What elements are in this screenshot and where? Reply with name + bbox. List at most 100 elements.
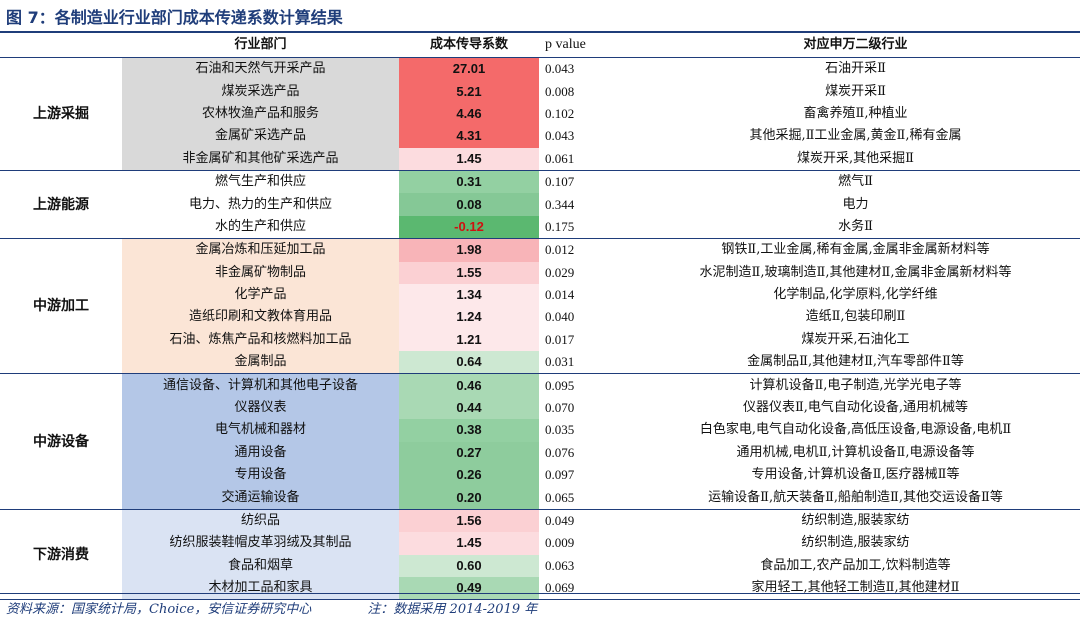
coef-cell: 1.24	[399, 306, 539, 329]
sector-cell: 金属制品	[122, 351, 399, 375]
pvalue-cell: 0.070	[545, 400, 575, 416]
sector-cell: 木材加工品和家具	[122, 576, 399, 601]
pvalue-cell: 0.043	[545, 128, 575, 144]
coef-cell: 4.31	[399, 125, 539, 148]
coef-cell: 27.01	[399, 57, 539, 81]
coef-cell: 0.60	[399, 554, 539, 577]
coef-cell: 1.55	[399, 261, 539, 284]
pvalue-cell: 0.012	[545, 242, 575, 258]
mapping-cell: 煤炭开采,石油化工	[801, 331, 910, 347]
pvalue-cell: 0.049	[545, 513, 575, 528]
figure-title: 图 7：各制造业行业部门成本传递系数计算结果	[6, 8, 343, 27]
table-row: 金属矿采选产品 4.31 0.043 其他采掘,Ⅱ工业金属,黄金Ⅱ,稀有金属	[0, 125, 1080, 148]
mapping-cell: 金属制品Ⅱ,其他建材Ⅱ,汽车零部件Ⅱ等	[631, 351, 1080, 375]
mapping-header: 对应申万二级行业	[631, 33, 1080, 58]
coef-header: 成本传导系数	[399, 33, 539, 58]
table-row: 农林牧渔产品和服务 4.46 0.102 畜禽养殖Ⅱ,种植业	[0, 102, 1080, 126]
source-note: 资料来源：国家统计局，Choice，安信证券研究中心	[6, 602, 312, 617]
sector-cell: 水的生产和供应	[122, 215, 399, 240]
sector-cell: 通信设备、计算机和其他电子设备	[122, 373, 399, 397]
sector-cell: 专用设备	[122, 464, 399, 487]
group-label: 上游采掘	[0, 57, 122, 171]
table-row: 交通运输设备 0.20 0.065 运输设备Ⅱ,航天装备Ⅱ,船舶制造Ⅱ,其他交运设备Ⅱ…	[0, 486, 1080, 510]
table-row: 专用设备 0.26 0.097 专用设备,计算机设备Ⅱ,医疗器械Ⅱ等	[0, 464, 1080, 487]
pvalue-cell: 0.040	[545, 309, 575, 325]
pvalue-cell: 0.043	[545, 61, 575, 77]
pvalue-cell: 0.009	[545, 535, 575, 551]
sector-cell: 农林牧渔产品和服务	[122, 102, 399, 126]
mapping-cell: 化学制品,化学原料,化学纤维	[773, 287, 938, 303]
mapping-cell: 电力	[842, 196, 869, 212]
coef-cell: 0.49	[399, 576, 539, 601]
mapping-cell: 钢铁Ⅱ,工业金属,稀有金属,金属非金属新材料等	[721, 242, 990, 258]
table-row: 木材加工品和家具 0.49 0.069 家用轻工,其他轻工制造Ⅱ,其他建材Ⅱ	[0, 576, 1080, 601]
mapping-cell: 水务Ⅱ	[631, 215, 1080, 240]
table-row: 电力、热力的生产和供应 0.08 0.344 电力	[0, 193, 1080, 216]
sector-cell: 纺织服装鞋帽皮革羽绒及其制品	[122, 532, 399, 555]
footer: 资料来源：国家统计局，Choice，安信证券研究中心 注：数据采用 2014-2…	[6, 598, 537, 617]
coef-cell: 1.56	[399, 509, 539, 533]
sector-cell: 造纸印刷和文教体育用品	[122, 306, 399, 329]
table-row: 上游采掘 石油和天然气开采产品 27.01 0.043 石油开采Ⅱ	[0, 57, 1080, 171]
sector-cell: 金属冶炼和压延加工品	[122, 238, 399, 262]
coef-cell: 0.20	[399, 486, 539, 510]
coef-cell: 5.21	[399, 80, 539, 103]
sector-cell: 通用设备	[122, 441, 399, 465]
pvalue-cell: 0.102	[545, 105, 575, 121]
mapping-cell: 石油开采Ⅱ	[825, 61, 886, 77]
coef-cell: 1.34	[399, 283, 539, 307]
sector-header: 行业部门	[122, 33, 399, 58]
pvalue-cell: 0.035	[545, 422, 575, 438]
sector-cell: 仪器仪表	[122, 396, 399, 420]
coef-cell: 0.38	[399, 419, 539, 442]
data-note: 注：数据采用 2014-2019 年	[367, 602, 538, 617]
sector-cell: 交通运输设备	[122, 486, 399, 510]
sector-cell: 非金属矿和其他矿采选产品	[122, 147, 399, 171]
sector-cell: 金属矿采选产品	[122, 125, 399, 148]
group-label: 上游能源	[0, 170, 122, 240]
pvalue-cell: 0.014	[545, 287, 575, 303]
table-row: 煤炭采选产品 5.21 0.008 煤炭开采Ⅱ	[0, 80, 1080, 103]
table-header-row: 行业部门 成本传导系数 p value 对应申万二级行业	[0, 33, 1080, 58]
group-label: 下游消费	[0, 509, 122, 601]
mapping-cell: 计算机设备Ⅱ,电子制造,光学光电子等	[749, 377, 962, 393]
mapping-cell: 纺织制造,服装家纺	[801, 513, 910, 528]
table-row: 中游设备 通信设备、计算机和其他电子设备 0.46 0.095 计算机设备Ⅱ,电子制造,…	[0, 373, 1080, 510]
coef-cell: 1.45	[399, 147, 539, 171]
sector-cell: 化学产品	[122, 283, 399, 307]
table-row: 通用设备 0.27 0.076 通用机械,电机Ⅱ,计算机设备Ⅱ,电源设备等	[0, 441, 1080, 465]
pvalue-cell: 0.095	[545, 377, 575, 393]
coef-cell: 0.46	[399, 373, 539, 397]
table-row: 仪器仪表 0.44 0.070 仪器仪表Ⅱ,电气自动化设备,通用机械等	[0, 396, 1080, 420]
mapping-cell: 运输设备Ⅱ,航天装备Ⅱ,船舶制造Ⅱ,其他交运设备Ⅱ等	[631, 486, 1080, 510]
pvalue-cell: 0.017	[545, 331, 575, 347]
title-divider	[0, 31, 1080, 33]
table-row: 石油、炼焦产品和核燃料加工品 1.21 0.017 煤炭开采,石油化工	[0, 328, 1080, 352]
pvalue-header: p value	[539, 33, 631, 58]
sector-cell: 石油和天然气开采产品	[122, 57, 399, 81]
pvalue-cell: 0.061	[539, 147, 631, 171]
group-header	[0, 33, 122, 58]
table-row: 电气机械和器材 0.38 0.035 白色家电,电气自动化设备,高低压设备,电源设备,…	[0, 419, 1080, 442]
mapping-cell: 仪器仪表Ⅱ,电气自动化设备,通用机械等	[742, 400, 969, 416]
table-row: 上游能源 燃气生产和供应 0.31 0.107 燃气Ⅱ	[0, 170, 1080, 240]
table-row: 下游消费 纺织品 1.56 0.049 纺织制造,服装家纺	[0, 509, 1080, 601]
sector-cell: 石油、炼焦产品和核燃料加工品	[122, 328, 399, 352]
pvalue-cell: 0.097	[545, 467, 575, 483]
table-body: 上游采掘 石油和天然气开采产品 27.01 0.043 石油开采Ⅱ 煤炭采选产品 5.21 0…	[0, 57, 1080, 601]
table-row: 中游加工 金属冶炼和压延加工品 1.98 0.012 钢铁Ⅱ,工业金属,稀有金属,金属非…	[0, 238, 1080, 375]
mapping-cell: 通用机械,电机Ⅱ,计算机设备Ⅱ,电源设备等	[736, 444, 975, 460]
sector-cell: 食品和烟草	[122, 554, 399, 577]
pvalue-cell: 0.031	[539, 351, 631, 375]
mapping-cell: 食品加工,农产品加工,饮料制造等	[760, 557, 951, 573]
sector-cell: 电气机械和器材	[122, 419, 399, 442]
pvalue-cell: 0.344	[545, 196, 575, 212]
mapping-cell: 纺织制造,服装家纺	[801, 535, 910, 551]
pvalue-cell: 0.008	[545, 83, 575, 99]
group-label: 中游设备	[0, 373, 122, 510]
coef-cell: 0.26	[399, 464, 539, 487]
coef-cell: 0.31	[399, 170, 539, 194]
mapping-cell: 白色家电,电气自动化设备,高低压设备,电源设备,电机Ⅱ	[699, 422, 1012, 438]
coef-cell: 1.45	[399, 532, 539, 555]
mapping-cell: 燃气Ⅱ	[838, 174, 873, 190]
